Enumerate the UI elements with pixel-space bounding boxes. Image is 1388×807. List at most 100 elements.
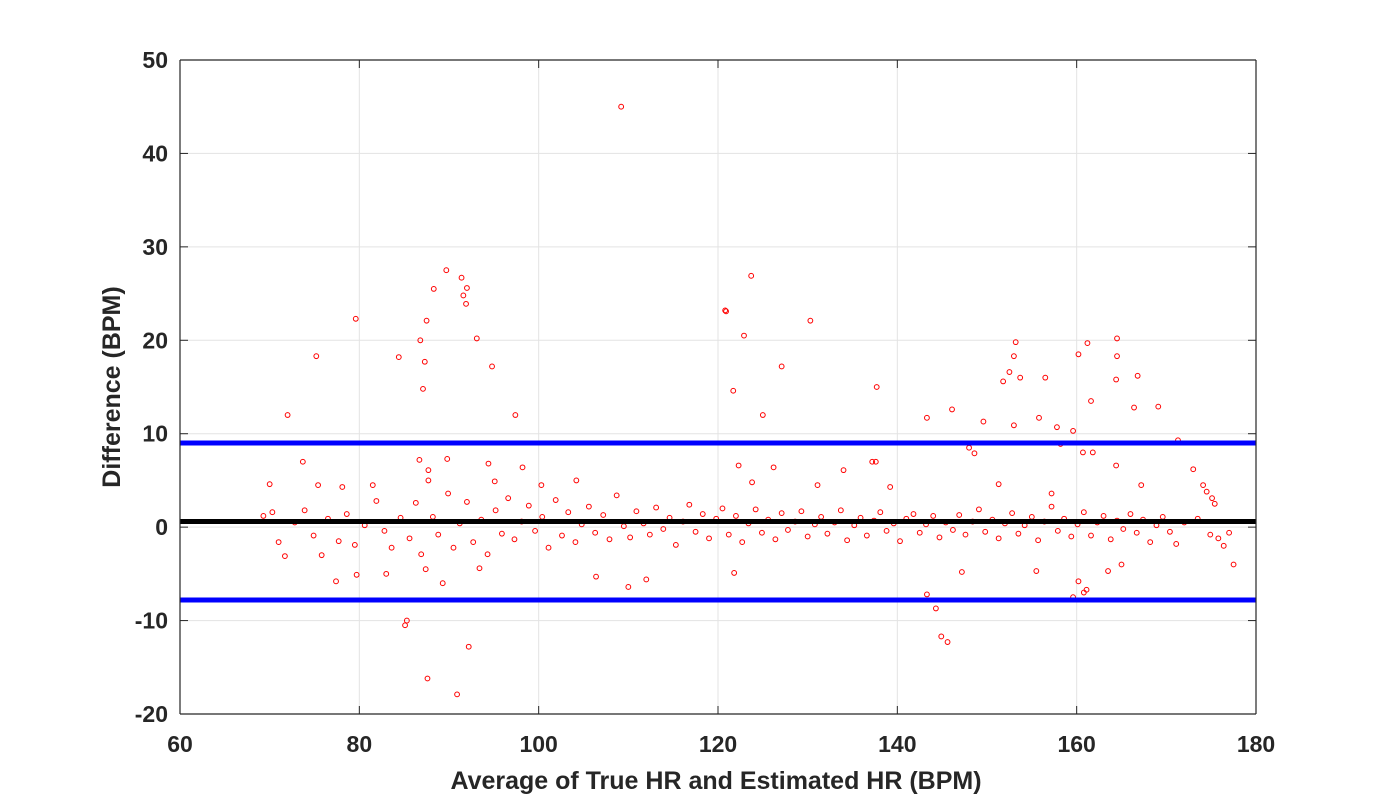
x-tick-label: 140 [878, 731, 916, 757]
x-tick-labels: 60 80 100 120 140 160 180 [167, 731, 1275, 757]
data-point [519, 464, 526, 471]
data-point [1042, 374, 1049, 381]
data-point [1068, 533, 1075, 540]
data-point [863, 532, 870, 539]
data-point [686, 501, 693, 508]
data-point [730, 387, 737, 394]
data-point [545, 544, 552, 551]
y-tick-label: -20 [135, 701, 168, 727]
data-point [484, 551, 491, 558]
data-point [333, 578, 339, 585]
data-point [1113, 462, 1120, 469]
x-tick-label: 180 [1237, 731, 1275, 757]
data-point [723, 308, 729, 315]
data-point [759, 412, 766, 418]
reference-lines [180, 440, 1256, 603]
data-point [1190, 466, 1197, 473]
data-point [958, 569, 965, 575]
data-point [1028, 513, 1035, 520]
data-point [840, 467, 847, 474]
data-point [1054, 527, 1061, 534]
scatter-points [260, 103, 1237, 698]
data-point [565, 509, 572, 516]
data-point [739, 539, 746, 545]
data-point [1155, 403, 1162, 410]
data-point [351, 541, 358, 548]
data-point [798, 508, 805, 515]
data-point [423, 317, 430, 324]
data-point [1080, 449, 1086, 456]
data-point [1011, 422, 1017, 429]
data-point [491, 478, 498, 485]
data-point [748, 272, 755, 279]
data-point [465, 643, 472, 650]
data-point [559, 532, 565, 539]
data-point [460, 292, 467, 299]
y-tick-label: 50 [142, 47, 168, 73]
data-point [778, 363, 785, 370]
data-point [339, 484, 346, 490]
data-point [1084, 340, 1091, 346]
y-tick-label: -10 [135, 608, 168, 634]
data-point [824, 530, 831, 537]
data-point [1105, 568, 1111, 574]
data-point [463, 300, 469, 307]
data-point [585, 503, 592, 510]
y-tick-labels: -20 -10 0 10 20 30 40 50 [135, 47, 168, 727]
data-point [260, 513, 267, 519]
data-point [439, 580, 446, 587]
data-point [877, 509, 884, 516]
data-point [383, 570, 390, 577]
data-point [1134, 372, 1141, 379]
data-point [1100, 513, 1107, 519]
data-point [944, 639, 951, 645]
data-point [511, 536, 518, 543]
data-point [425, 467, 432, 474]
data-point [445, 490, 452, 497]
data-point [301, 507, 308, 514]
data-point [381, 527, 388, 534]
data-point [406, 535, 413, 542]
data-point [1230, 561, 1237, 568]
data-point [938, 633, 945, 640]
data-point [627, 534, 634, 541]
data-point [672, 541, 679, 548]
data-point [505, 495, 512, 502]
data-point [1203, 488, 1210, 495]
data-point [422, 566, 429, 573]
data-point [731, 570, 738, 576]
data-point [489, 363, 495, 370]
data-point [1088, 398, 1094, 404]
data-point [538, 482, 545, 489]
data-point [772, 536, 779, 543]
x-tick-label: 80 [347, 731, 373, 757]
data-point [722, 307, 729, 314]
data-point [592, 529, 599, 536]
data-point [464, 285, 470, 291]
data-point [266, 481, 273, 488]
data-point [930, 513, 937, 519]
data-point [618, 103, 625, 110]
data-point [600, 512, 607, 518]
data-point [962, 531, 969, 538]
data-point [299, 458, 306, 465]
data-point [395, 354, 402, 361]
data-point [1036, 414, 1042, 421]
data-point [464, 499, 470, 505]
x-tick-label: 60 [167, 731, 193, 757]
data-point [1167, 528, 1173, 535]
data-point [512, 412, 519, 418]
data-point [936, 534, 943, 541]
data-point [807, 317, 814, 324]
data-point [1070, 428, 1076, 434]
data-point [313, 353, 320, 360]
data-point [660, 526, 667, 532]
data-point [418, 551, 425, 558]
data-point [1113, 376, 1120, 383]
y-tick-label: 30 [142, 234, 168, 260]
data-point [1215, 535, 1222, 542]
data-point [1226, 529, 1232, 536]
data-point [1048, 503, 1055, 510]
data-point [420, 385, 426, 392]
data-point [1138, 482, 1145, 489]
